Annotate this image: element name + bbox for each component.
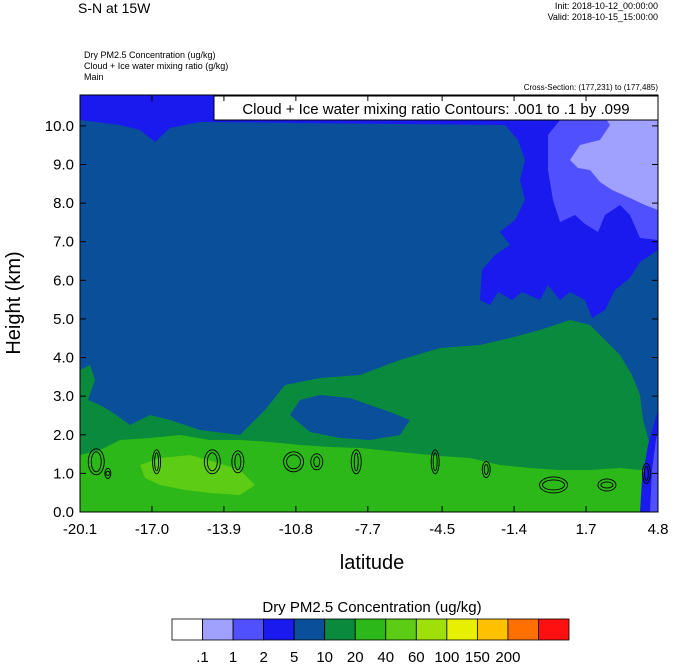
colorbar-swatch xyxy=(324,618,356,641)
colorbar-swatch xyxy=(202,618,234,641)
contour-ring-inner xyxy=(483,464,489,475)
contour-ring xyxy=(539,476,568,494)
colorbar-swatch xyxy=(171,618,203,641)
colorbar-label: 20 xyxy=(347,649,364,666)
contour-ring xyxy=(597,478,617,492)
colorbar-label: 200 xyxy=(495,649,520,666)
y-tick-label: 3.0 xyxy=(53,388,74,405)
contour-ring xyxy=(87,448,105,476)
x-tick-label: -7.7 xyxy=(355,521,381,538)
colorbar-label: 2 xyxy=(259,649,267,666)
field-name-main: Main xyxy=(84,72,104,82)
y-tick-label: 1.0 xyxy=(53,465,74,482)
colorbar-title: Dry PM2.5 Concentration (ug/kg) xyxy=(262,599,481,616)
y-tick-label: 10.0 xyxy=(45,118,74,135)
colorbar: .1 1 2 5 10 20 40 60 100 150 200 xyxy=(171,618,570,666)
contour-ring-inner xyxy=(600,481,614,489)
y-tick-label: 4.0 xyxy=(53,350,74,367)
level-1-top-right xyxy=(570,95,658,210)
plot-title: S-N at 15W xyxy=(78,0,151,16)
cross-section-label: Cross-Section: (177,231) to (177,485) xyxy=(523,83,658,92)
contour-ring-inner xyxy=(542,479,565,491)
contour-ring-inner xyxy=(206,452,218,472)
colorbar-label: 40 xyxy=(377,649,394,666)
x-axis-label: latitude xyxy=(340,552,405,574)
field-name-cloud-ice: Cloud + Ice water mixing ratio (g/kg) xyxy=(84,61,229,71)
y-tick-label: 5.0 xyxy=(53,311,74,328)
contour-ring-inner xyxy=(313,456,321,468)
contour-ring xyxy=(641,462,651,484)
contour-ring xyxy=(283,451,305,473)
contour-ring xyxy=(350,449,362,475)
colorbar-label: 60 xyxy=(408,649,425,666)
plot-frame xyxy=(79,94,659,513)
y-tick-label: 8.0 xyxy=(53,195,74,212)
colorbar-label: 100 xyxy=(434,649,459,666)
x-tick-label: -4.5 xyxy=(429,521,455,538)
y-tick-label: 0.0 xyxy=(53,504,74,521)
contour-info-text: Cloud + Ice water mixing ratio Contours:… xyxy=(242,101,629,118)
x-tick-label: -10.8 xyxy=(279,521,313,538)
colorbar-swatch xyxy=(476,618,509,641)
cloud-ice-contours xyxy=(87,448,651,494)
colorbar-swatch xyxy=(538,618,570,641)
x-tick-label: -17.0 xyxy=(135,521,169,538)
init-time: Init: 2018-10-12_00:00:00 xyxy=(554,1,658,11)
y-tick-label: 7.0 xyxy=(53,234,74,251)
contour-ring xyxy=(481,461,491,478)
contour-ring-inner xyxy=(90,451,102,473)
contour-ring xyxy=(203,449,221,475)
x-tick-label: 1.7 xyxy=(576,521,597,538)
contour-ring xyxy=(231,450,245,474)
level-10-embedded-blob xyxy=(290,395,410,440)
colorbar-swatch xyxy=(354,618,387,641)
contour-ring-inner xyxy=(353,452,359,472)
colorbar-swatch xyxy=(385,618,417,641)
colorbar-label: .1 xyxy=(196,649,209,666)
y-tick-label: 6.0 xyxy=(53,272,74,289)
y-tick-label: 2.0 xyxy=(53,427,74,444)
colorbar-swatch xyxy=(232,618,265,641)
colorbar-swatch xyxy=(293,618,326,641)
contour-ring-inner xyxy=(154,452,160,472)
colorbar-label: 5 xyxy=(290,649,298,666)
colorbar-label: 150 xyxy=(465,649,490,666)
contour-ring xyxy=(152,449,162,475)
contour-info-box: Cloud + Ice water mixing ratio Contours:… xyxy=(213,95,659,121)
y-axis-label: Height (km) xyxy=(3,251,25,354)
contour-ring xyxy=(430,449,440,475)
x-tick-label: -13.9 xyxy=(207,521,241,538)
level-60-patches xyxy=(140,455,255,495)
colorbar-swatch xyxy=(263,618,295,641)
contour-ring xyxy=(310,453,324,471)
colorbar-swatch xyxy=(446,618,478,641)
axes: -20.1 -17.0 -13.9 -10.8 -7.7 -4.5 -1.4 1.7 4.8 0.… xyxy=(45,95,669,538)
x-tick-label: -1.4 xyxy=(501,521,527,538)
level-5-top-band xyxy=(80,95,658,318)
colorbar-label: 10 xyxy=(316,649,333,666)
colorbar-label: 1 xyxy=(229,649,237,666)
contour-ring-inner xyxy=(105,470,111,476)
shaded-field xyxy=(80,95,658,512)
contour-ring-inner xyxy=(643,465,649,481)
colorbar-swatch xyxy=(415,618,448,641)
contour-ring xyxy=(104,467,112,479)
level-2-surface-right xyxy=(650,430,658,512)
y-tick-label: 9.0 xyxy=(53,157,74,174)
x-tick-label: -20.1 xyxy=(63,521,97,538)
colorbar-swatch xyxy=(507,618,539,641)
valid-time: Valid: 2018-10-15_15:00:00 xyxy=(547,12,658,22)
contour-ring-inner xyxy=(286,454,302,470)
contour-ring-inner xyxy=(432,452,438,472)
x-tick-label: 4.8 xyxy=(648,521,669,538)
field-name-pm25: Dry PM2.5 Concentration (ug/kg) xyxy=(84,50,216,60)
contour-ring-inner xyxy=(234,453,242,471)
